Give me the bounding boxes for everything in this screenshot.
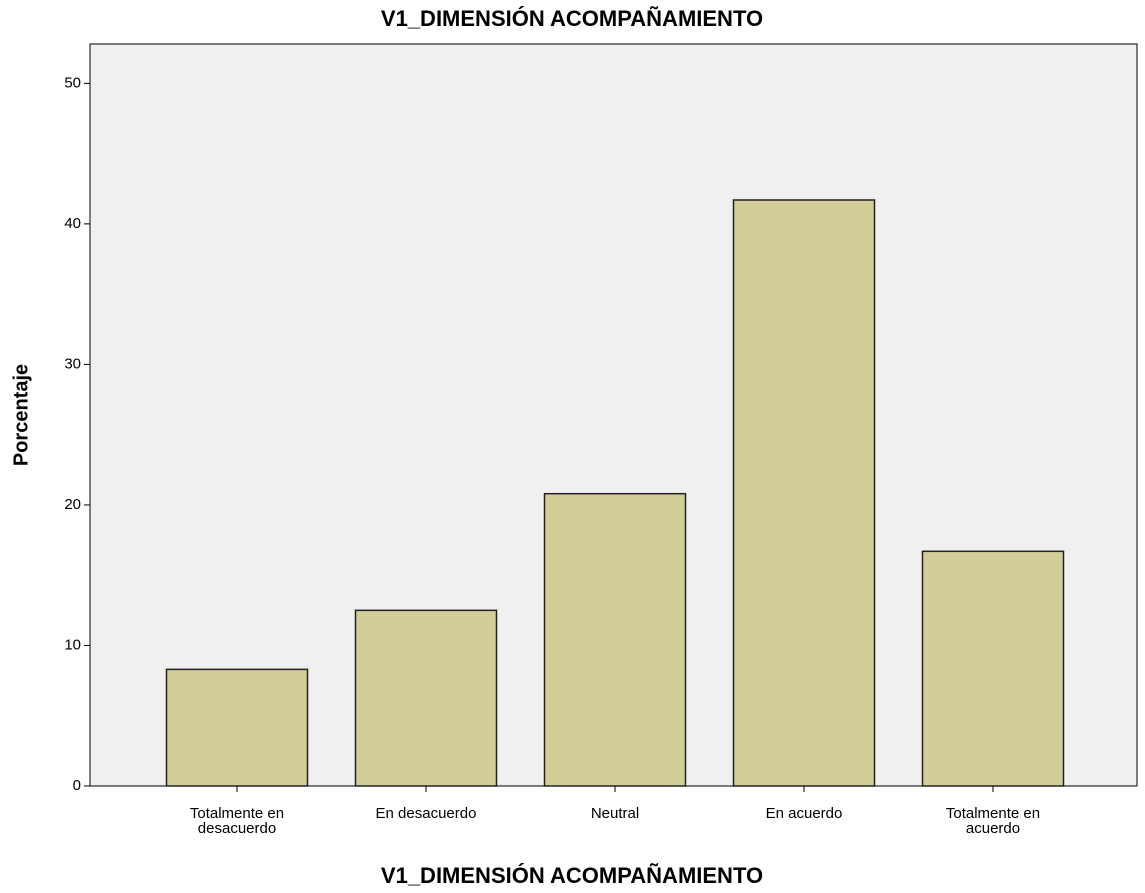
y-axis-title: Porcentaje bbox=[10, 364, 32, 466]
y-tick-label: 30 bbox=[64, 355, 81, 372]
y-tick-label: 10 bbox=[64, 636, 81, 653]
x-axis-title: V1_DIMENSIÓN ACOMPAÑAMIENTO bbox=[381, 863, 763, 888]
bar bbox=[354, 609, 498, 787]
y-tick-label: 20 bbox=[64, 496, 81, 513]
bar bbox=[543, 492, 687, 787]
chart-title: V1_DIMENSIÓN ACOMPAÑAMIENTO bbox=[381, 6, 763, 31]
bar bbox=[165, 668, 309, 787]
x-tick-label: Totalmente en acuerdo bbox=[945, 805, 1041, 837]
x-tick-label: En desacuerdo bbox=[375, 805, 477, 822]
y-tick-label: 0 bbox=[73, 777, 81, 794]
x-tick-label: Neutral bbox=[590, 805, 640, 822]
x-tick-label: En acuerdo bbox=[765, 805, 843, 822]
y-tick-label: 40 bbox=[64, 215, 81, 232]
bar bbox=[732, 199, 876, 787]
x-tick-label: Totalmente en desacuerdo bbox=[189, 805, 285, 837]
y-tick-label: 50 bbox=[64, 74, 81, 91]
bar bbox=[921, 550, 1065, 787]
